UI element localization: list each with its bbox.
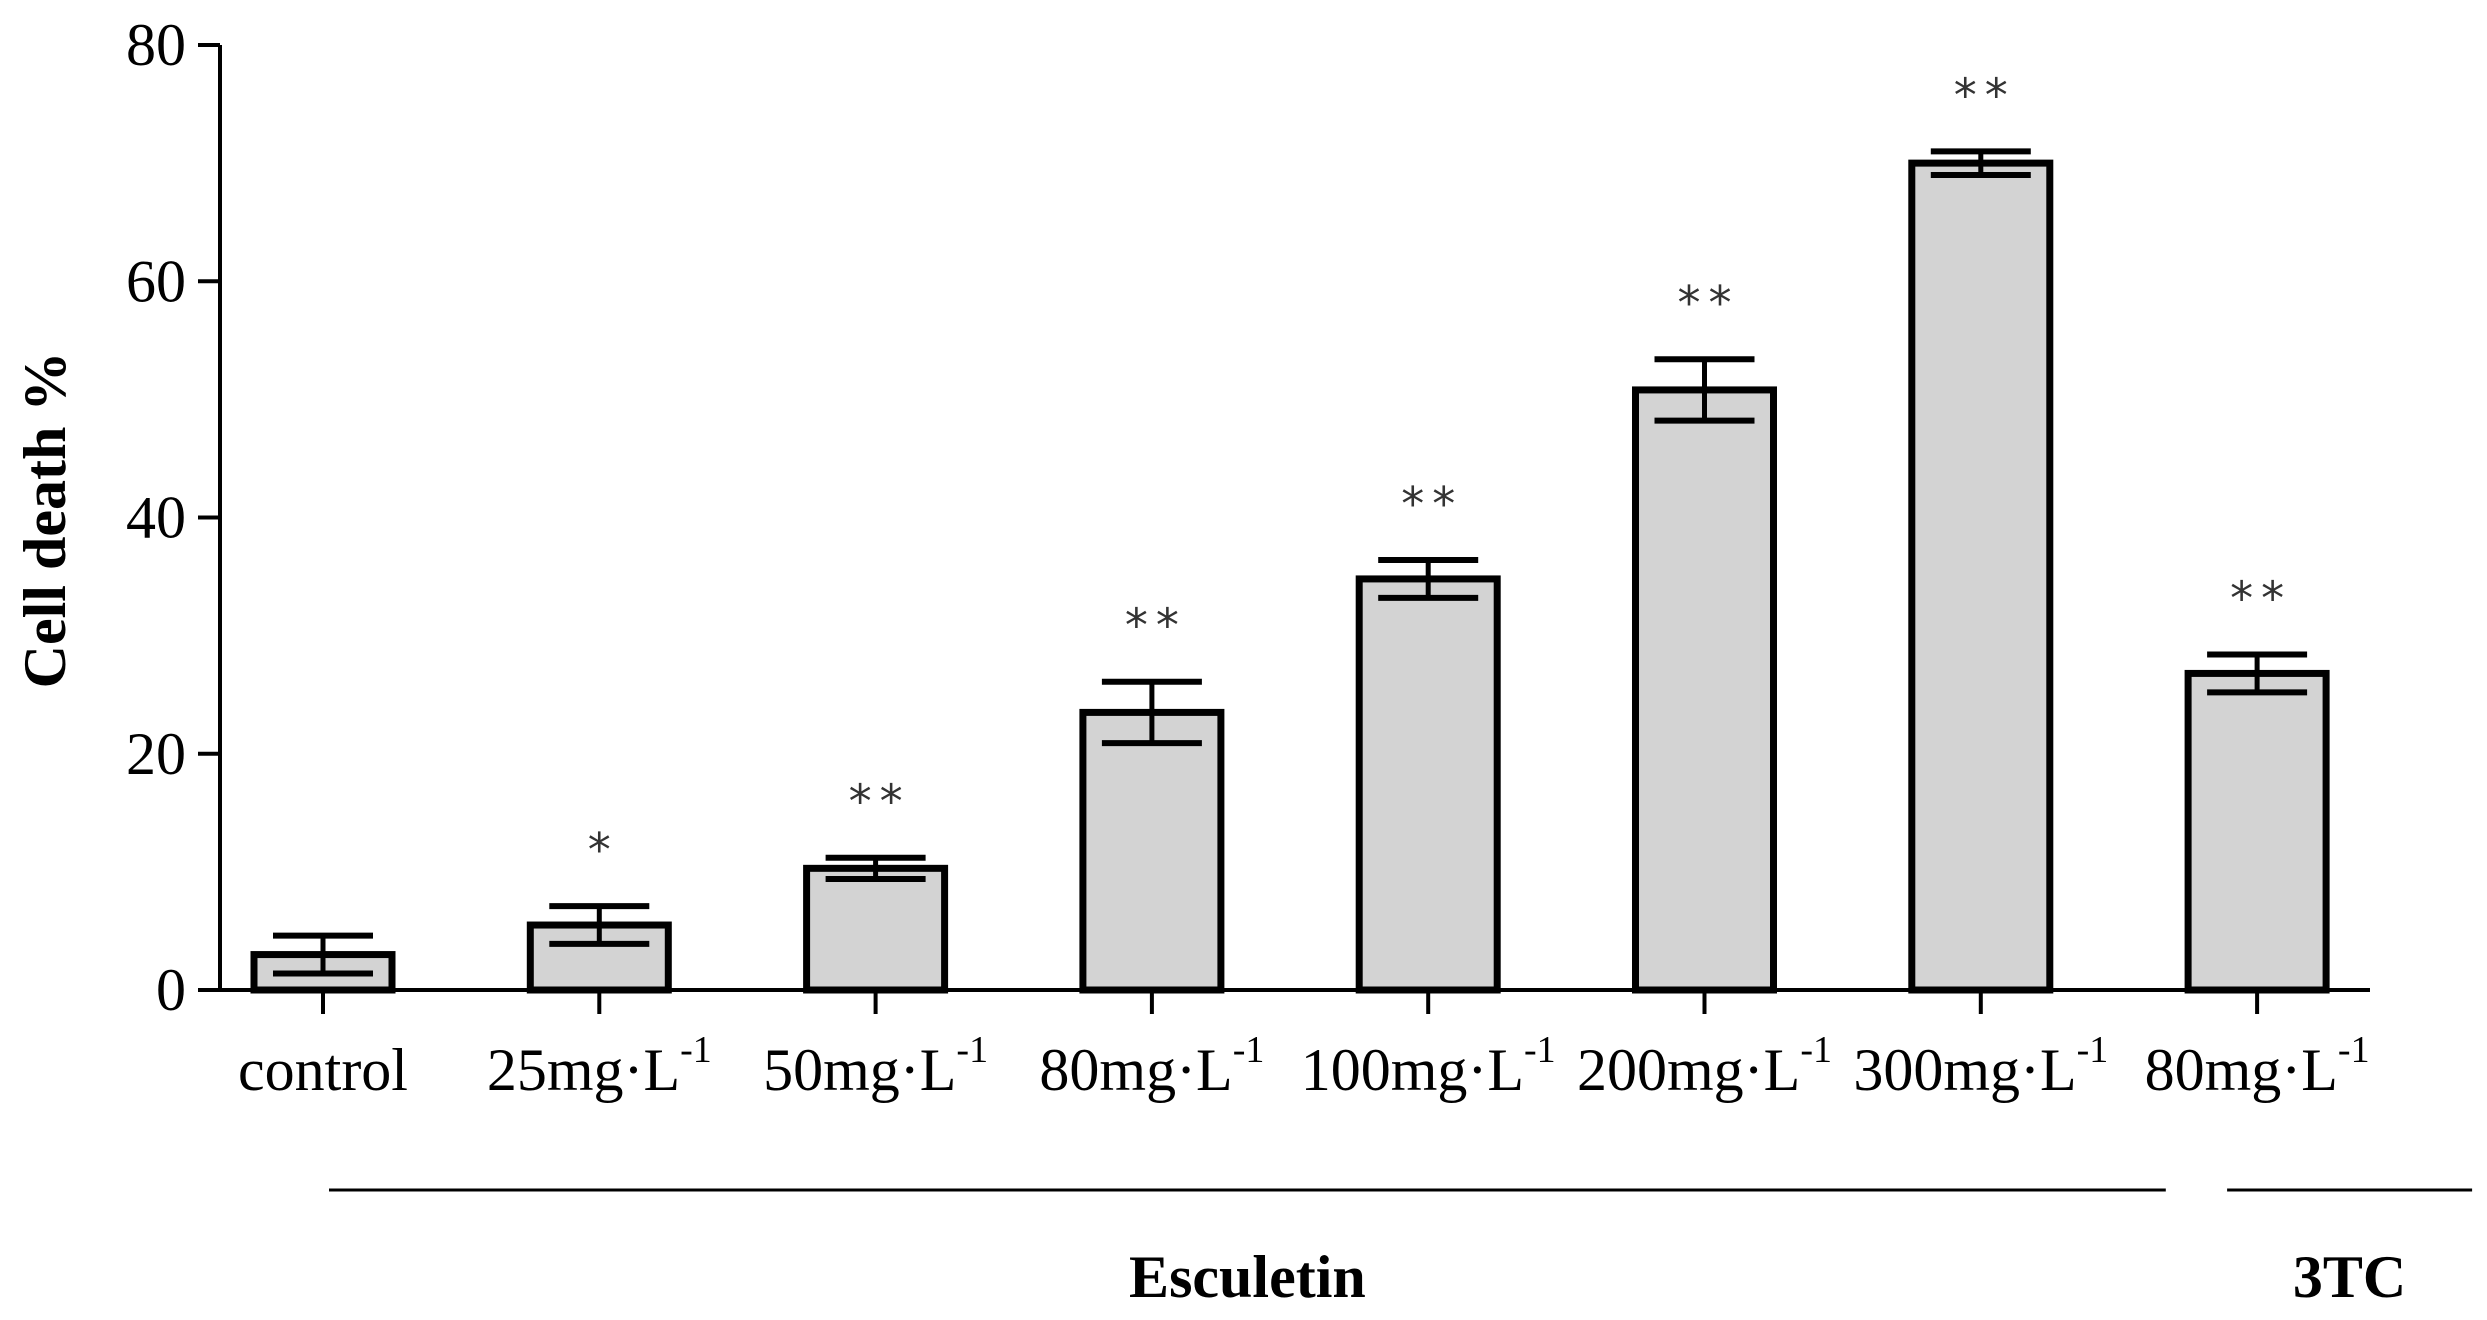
- x-tick-label-text: control: [238, 1037, 408, 1103]
- error-bars: [273, 148, 2308, 977]
- x-tick-label: 80mg·L-1: [1039, 1029, 1264, 1103]
- x-tick-label: 50mg·L-1: [763, 1029, 988, 1103]
- y-axis: 0 20 40 60 80: [126, 12, 222, 1023]
- bar: [1908, 159, 2054, 994]
- x-tick-label-text: 50mg·L: [763, 1037, 956, 1103]
- x-tick-label-text: 80mg·L: [2145, 1037, 2338, 1103]
- group-labels: Esculetin 3TC: [329, 1188, 2473, 1310]
- x-tick-label-text: 300mg·L: [1853, 1037, 2076, 1103]
- x-tick-label-sup: -1: [1524, 1029, 1556, 1071]
- bar: [1355, 575, 1501, 994]
- x-tick-label-text: 200mg·L: [1577, 1037, 1800, 1103]
- x-tick-label-sup: -1: [2077, 1029, 2109, 1071]
- x-tick-label-sup: -1: [1233, 1029, 1265, 1071]
- significance-markers: *************: [588, 68, 2292, 877]
- x-tick-label-sup: -1: [680, 1029, 712, 1071]
- x-tick-label: 300mg·L-1: [1853, 1029, 2108, 1103]
- x-tick-label-text: 100mg·L: [1301, 1037, 1524, 1103]
- y-axis-label: Cell death %: [12, 352, 78, 689]
- significance-marker: **: [1678, 276, 1740, 330]
- x-tick-label-sup: -1: [1800, 1029, 1832, 1071]
- x-tick-label: 200mg·L-1: [1577, 1029, 1832, 1103]
- x-tick-label-text: 25mg·L: [487, 1037, 680, 1103]
- bar: [1079, 708, 1225, 994]
- bars: [250, 159, 2330, 994]
- bar: [1632, 386, 1777, 994]
- y-tick-label: 40: [126, 485, 186, 551]
- y-tick-label: 20: [126, 721, 186, 787]
- significance-marker: **: [1954, 68, 2016, 122]
- x-tick-label: 80mg·L-1: [2145, 1029, 2370, 1103]
- y-tick-label: 80: [126, 12, 186, 78]
- significance-marker: *: [588, 823, 619, 877]
- x-tick-label: 100mg·L-1: [1301, 1029, 1556, 1103]
- x-tick-label: 25mg·L-1: [487, 1029, 712, 1103]
- significance-marker: **: [849, 775, 911, 829]
- significance-marker: **: [2230, 572, 2292, 626]
- group-label: 3TC: [2293, 1244, 2406, 1310]
- y-tick-label: 0: [156, 957, 186, 1023]
- y-tick-label: 60: [126, 248, 186, 314]
- bar: [803, 864, 949, 994]
- significance-marker: **: [1125, 599, 1187, 653]
- x-tick-label: control: [238, 1037, 408, 1103]
- group-label: Esculetin: [1129, 1244, 1366, 1310]
- x-axis: control 25mg·L-1 50mg·L-1 80mg·L-1 100mg·L-1…: [220, 988, 2370, 1103]
- significance-marker: **: [1401, 477, 1463, 531]
- bar: [2184, 669, 2330, 994]
- x-tick-label-sup: -1: [2338, 1029, 2370, 1071]
- x-tick-label-sup: -1: [956, 1029, 988, 1071]
- x-tick-label-text: 80mg·L: [1039, 1037, 1232, 1103]
